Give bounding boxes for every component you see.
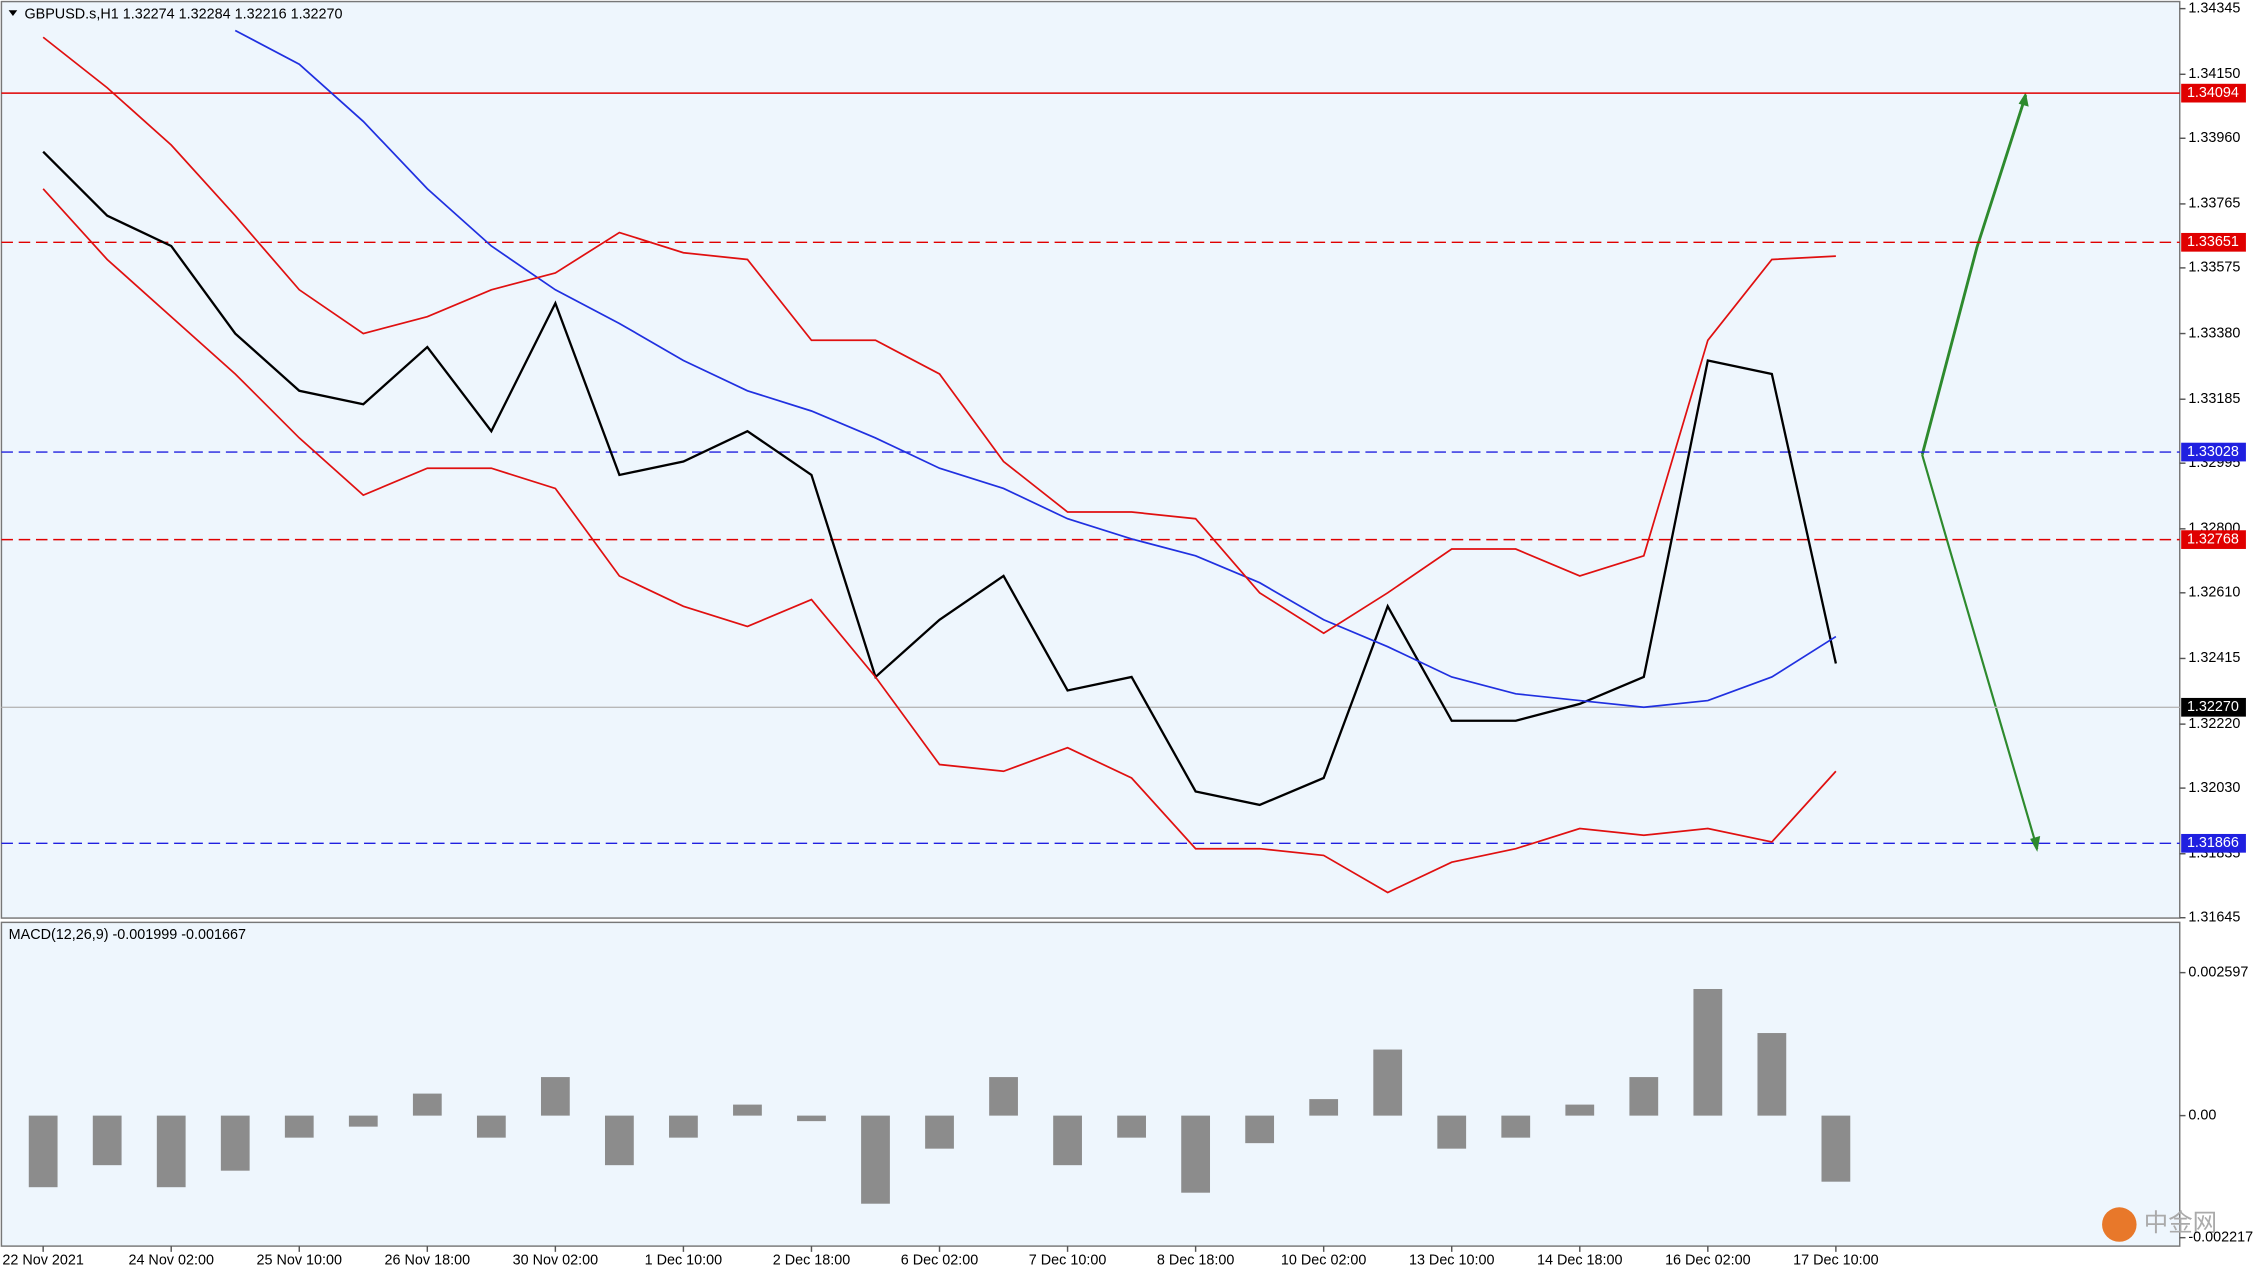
y-tick-label: 1.33575 — [2188, 260, 2240, 276]
indicator-line — [42, 36, 1836, 635]
macd-bar — [92, 1115, 122, 1166]
macd-bar — [220, 1115, 250, 1171]
macd-bar — [1757, 1033, 1787, 1116]
x-tick-label: 6 Dec 02:00 — [901, 1252, 979, 1268]
level-box — [2181, 833, 2246, 853]
macd-bar — [1181, 1115, 1211, 1193]
macd-bar — [348, 1115, 378, 1127]
macd-bar — [989, 1077, 1018, 1116]
level-box — [2181, 83, 2246, 103]
y-tick-label: 1.32610 — [2188, 585, 2240, 601]
level-label: 1.33651 — [2187, 234, 2239, 250]
macd-bar — [1309, 1099, 1339, 1116]
macd-bar — [1117, 1115, 1146, 1138]
macd-bar — [1501, 1115, 1531, 1138]
macd-bar — [1565, 1104, 1595, 1116]
y-tick-label: 0.002597 — [2188, 964, 2248, 980]
x-tick-label: 26 Nov 18:00 — [385, 1252, 471, 1268]
macd-bar — [1053, 1115, 1082, 1166]
level-label: 1.32270 — [2187, 699, 2239, 715]
macd-bar — [605, 1115, 634, 1166]
chart-title: GBPUSD.s,H1 1.32274 1.32284 1.32216 1.32… — [24, 6, 342, 22]
macd-bar — [156, 1115, 186, 1188]
y-tick-label: 1.31645 — [2188, 910, 2240, 926]
level-label: 1.32768 — [2187, 531, 2239, 547]
x-tick-label: 2 Dec 18:00 — [773, 1252, 851, 1268]
x-tick-label: 7 Dec 10:00 — [1029, 1252, 1107, 1268]
y-tick-label: 1.32415 — [2188, 650, 2240, 666]
macd-bar — [28, 1115, 58, 1188]
level-box — [2181, 530, 2246, 549]
macd-bar — [925, 1115, 954, 1149]
level-box — [2181, 232, 2246, 252]
macd-bar — [284, 1115, 314, 1138]
macd-bar — [733, 1104, 762, 1116]
macd-bar — [1245, 1115, 1275, 1144]
macd-bar — [861, 1115, 890, 1204]
level-label: 1.34094 — [2187, 85, 2239, 101]
macd-bar — [797, 1115, 826, 1122]
macd-bar — [1373, 1049, 1403, 1116]
y-tick-label: 1.33380 — [2188, 325, 2240, 341]
macd-bar — [540, 1077, 570, 1116]
x-tick-label: 8 Dec 18:00 — [1157, 1252, 1235, 1268]
arrow-down — [1921, 454, 2039, 850]
x-tick-label: 22 Nov 2021 — [2, 1252, 84, 1268]
price-panel — [0, 0, 2181, 919]
y-tick-label: 1.33185 — [2188, 391, 2240, 407]
logo-icon — [2102, 1207, 2137, 1242]
price-line — [42, 150, 1838, 807]
level-box — [2181, 697, 2246, 717]
y-tick-label: -0.002217 — [2188, 1229, 2253, 1245]
y-tick-label: 1.33960 — [2188, 130, 2240, 146]
macd-bar — [412, 1093, 442, 1116]
x-tick-label: 24 Nov 02:00 — [128, 1252, 214, 1268]
level-box — [2181, 442, 2246, 462]
macd-bar — [476, 1115, 506, 1138]
indicator-line — [234, 29, 1837, 709]
menu-triangle — [8, 10, 18, 16]
macd-bar — [1821, 1115, 1851, 1182]
macd-panel — [0, 921, 2181, 1247]
watermark: 中金网 — [2144, 1209, 2217, 1237]
macd-bar — [669, 1115, 698, 1138]
level-label: 1.31866 — [2187, 835, 2239, 851]
level-label: 1.33028 — [2187, 444, 2239, 460]
x-tick-label: 16 Dec 02:00 — [1665, 1252, 1751, 1268]
arrow-head — [2018, 92, 2029, 107]
y-tick-label: 1.34150 — [2188, 66, 2240, 82]
arrow-head — [2030, 836, 2041, 852]
x-tick-label: 13 Dec 10:00 — [1409, 1252, 1495, 1268]
x-tick-label: 1 Dec 10:00 — [645, 1252, 723, 1268]
x-tick-label: 17 Dec 10:00 — [1793, 1252, 1879, 1268]
y-tick-label: 0.00 — [2188, 1107, 2216, 1123]
arrow-up — [1920, 94, 2028, 456]
macd-bar — [1437, 1115, 1467, 1149]
macd-bar — [1629, 1077, 1659, 1116]
x-tick-label: 25 Nov 10:00 — [257, 1252, 343, 1268]
macd-bar — [1693, 988, 1723, 1116]
x-tick-label: 30 Nov 02:00 — [513, 1252, 599, 1268]
x-tick-label: 10 Dec 02:00 — [1281, 1252, 1367, 1268]
y-tick-label: 1.32220 — [2188, 716, 2240, 732]
indicator-line — [42, 188, 1837, 894]
y-tick-label: 1.33765 — [2188, 196, 2240, 212]
forecast-arrows — [1920, 92, 2041, 852]
y-tick-label: 1.32030 — [2188, 780, 2240, 796]
x-tick-label: 14 Dec 18:00 — [1537, 1252, 1623, 1268]
y-tick-label: 1.34345 — [2188, 0, 2240, 16]
macd-title: MACD(12,26,9) -0.001999 -0.001667 — [9, 927, 246, 943]
